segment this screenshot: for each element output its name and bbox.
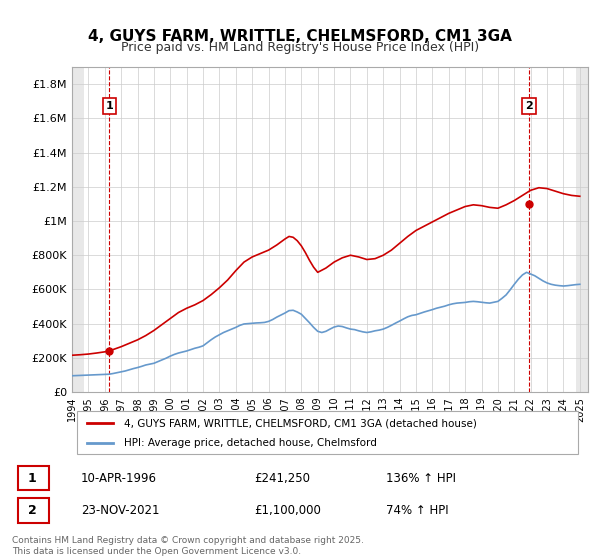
FancyBboxPatch shape [18,498,49,522]
Text: HPI: Average price, detached house, Chelmsford: HPI: Average price, detached house, Chel… [124,438,376,448]
Text: 4, GUYS FARM, WRITTLE, CHELMSFORD, CM1 3GA (detached house): 4, GUYS FARM, WRITTLE, CHELMSFORD, CM1 3… [124,418,476,428]
Text: 1: 1 [106,101,113,111]
Text: 2: 2 [525,101,533,111]
Text: £1,100,000: £1,100,000 [254,504,321,517]
Text: 4, GUYS FARM, WRITTLE, CHELMSFORD, CM1 3GA: 4, GUYS FARM, WRITTLE, CHELMSFORD, CM1 3… [88,29,512,44]
Text: 1: 1 [28,472,37,484]
Text: 23-NOV-2021: 23-NOV-2021 [81,504,160,517]
Text: Contains HM Land Registry data © Crown copyright and database right 2025.
This d: Contains HM Land Registry data © Crown c… [12,536,364,556]
Text: 10-APR-1996: 10-APR-1996 [81,472,157,484]
Text: 74% ↑ HPI: 74% ↑ HPI [386,504,449,517]
FancyBboxPatch shape [18,466,49,491]
Text: Price paid vs. HM Land Registry's House Price Index (HPI): Price paid vs. HM Land Registry's House … [121,41,479,54]
FancyBboxPatch shape [77,411,578,454]
Text: 136% ↑ HPI: 136% ↑ HPI [386,472,457,484]
Bar [72,67,84,392]
Bar [576,67,588,392]
Text: 2: 2 [28,504,37,517]
Text: £241,250: £241,250 [254,472,310,484]
